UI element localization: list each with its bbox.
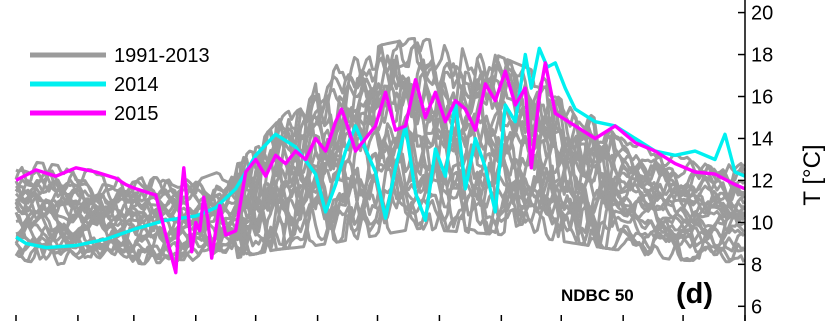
series-1991-2013-line (14, 153, 745, 259)
x-axis-ticks (15, 315, 746, 321)
series-1991-2013-lines (14, 37, 746, 267)
series-1991-2013-line (15, 37, 746, 204)
y-tick-label: 20 (751, 3, 773, 25)
series-2015-group (15, 61, 746, 275)
y-tick-label: 18 (751, 45, 773, 67)
y-tick-label: 10 (751, 212, 773, 234)
y-axis-ticks: 6 8 10 12 14 16 18 20 (738, 3, 773, 318)
y-axis-label: T [°C] (799, 144, 826, 205)
legend-label-1991-2013: 1991-2013 (114, 45, 210, 67)
station-label: NDBC 50 (561, 286, 634, 305)
series-2015-line (15, 61, 746, 275)
y-tick-label: 14 (751, 128, 773, 150)
y-tick-label: 12 (751, 170, 773, 192)
panel-label: (d) (676, 278, 713, 310)
legend: 1991-2013 2014 2015 (30, 45, 210, 125)
series-1991-2013-line (15, 54, 746, 227)
legend-label-2015: 2015 (114, 103, 159, 125)
series-1991-2013-line (15, 70, 746, 225)
y-tick-label: 8 (751, 254, 762, 276)
series-1991-2013-line (15, 151, 746, 260)
series-1991-2013-line (14, 162, 745, 263)
y-tick-label: 16 (751, 87, 773, 109)
y-tick-label: 6 (751, 296, 762, 318)
series-1991-2013-line (15, 179, 745, 267)
legend-label-2014: 2014 (114, 74, 159, 96)
